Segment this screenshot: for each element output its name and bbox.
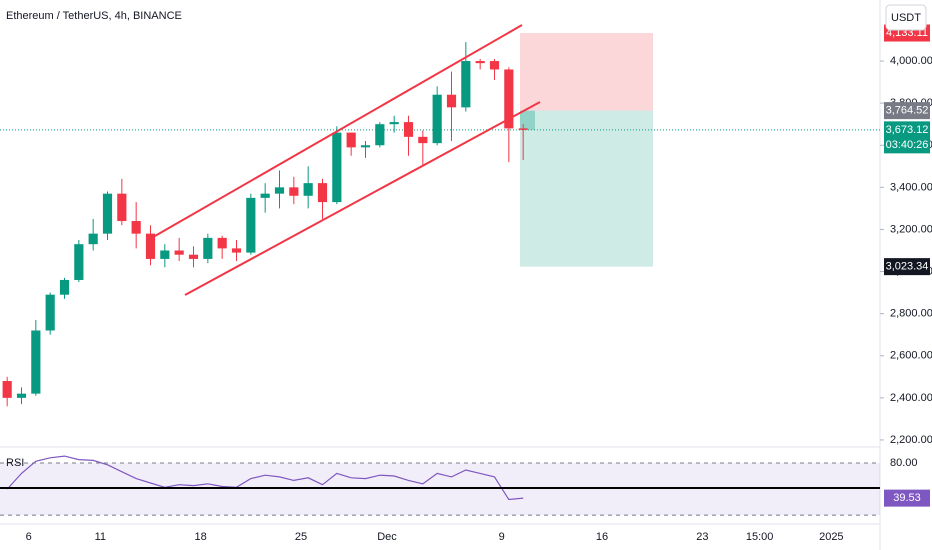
price-label-box (884, 121, 930, 154)
marks (0, 33, 880, 516)
x-tick-label: 23 (696, 531, 708, 543)
candle-body (518, 128, 528, 130)
y-tick-label: 3,400.00 (890, 181, 932, 193)
candle-body (317, 183, 328, 203)
price-label: 3,023.34 (886, 261, 929, 273)
x-tick-label: 9 (499, 531, 505, 543)
y-tick-label: 4,000.00 (890, 55, 932, 67)
x-tick-label: 6 (26, 531, 32, 543)
candle-body (88, 233, 98, 245)
candle-body (174, 250, 184, 255)
price-label: 3,764.52 (886, 105, 929, 117)
candle-body (432, 94, 442, 144)
countdown: 03:40:26 (886, 139, 929, 151)
axis: 2,200.002,400.002,600.002,800.003,000.00… (0, 24, 932, 543)
candle-body (31, 330, 41, 394)
candle-body (446, 94, 457, 108)
x-tick-label: 15:00 (746, 531, 774, 543)
open-profit-zone (520, 110, 535, 130)
x-tick-label: 16 (596, 531, 608, 543)
rsi-label-box (884, 489, 930, 507)
y-tick-label: 2,600.00 (890, 350, 932, 362)
candle-body (188, 254, 199, 259)
y-tick-label: 80.00 (890, 457, 918, 469)
candle-body (74, 244, 84, 280)
x-tick-label: 18 (195, 531, 207, 543)
candle-body (131, 221, 141, 234)
candle-body (16, 393, 27, 398)
currency-button[interactable] (885, 4, 927, 31)
candle-body (246, 197, 256, 253)
rsi-band (0, 463, 880, 516)
x-tick-label: 11 (95, 531, 106, 543)
channel-lower (184, 101, 541, 296)
candle-body (160, 250, 170, 259)
candle-body (203, 237, 213, 259)
channel-upper (147, 24, 523, 241)
rsi-label: 39.53 (893, 492, 921, 504)
x-tick-label: Dec (377, 531, 397, 543)
candle-body (274, 187, 285, 194)
candle-body (145, 233, 156, 259)
price-label-box (884, 258, 930, 276)
candle-body (289, 187, 299, 196)
candle-body (59, 279, 70, 295)
candle-body (475, 61, 485, 64)
candle-body (389, 122, 399, 125)
y-tick-label: 2,200.00 (890, 434, 932, 446)
price-label: 3,673.12 (886, 124, 929, 136)
candle-body (260, 193, 270, 198)
rsi-line (6, 455, 524, 501)
candle-body (303, 183, 313, 196)
chart-title: Ethereum / TetherUS, 4h, BINANCE (6, 10, 182, 22)
currency-label[interactable]: USDT (891, 12, 921, 24)
x-tick-label: 2025 (819, 531, 843, 543)
candle-body (418, 136, 428, 144)
x-tick-label: 25 (295, 531, 307, 543)
candle-body (504, 69, 514, 129)
candle-body (489, 61, 500, 70)
rsi-name: RSI (6, 457, 24, 469)
target-zone (520, 110, 653, 267)
candle-body (102, 193, 113, 234)
candle-body (231, 248, 242, 253)
candle-body (346, 132, 356, 148)
y-tick-label: 3,200.00 (890, 223, 932, 235)
candle-body (332, 132, 342, 203)
candle-body (461, 61, 471, 108)
candle-body (360, 145, 371, 148)
candle-body (45, 294, 55, 331)
candle-body (2, 381, 12, 398)
stop-zone (520, 33, 653, 111)
price-label-box (884, 102, 930, 120)
candle-body (403, 122, 414, 137)
candle-body (217, 237, 227, 249)
candle-body (117, 193, 127, 222)
y-tick-label: 2,400.00 (890, 392, 932, 404)
y-tick-label: 2,800.00 (890, 308, 932, 320)
candle-body (375, 124, 385, 146)
